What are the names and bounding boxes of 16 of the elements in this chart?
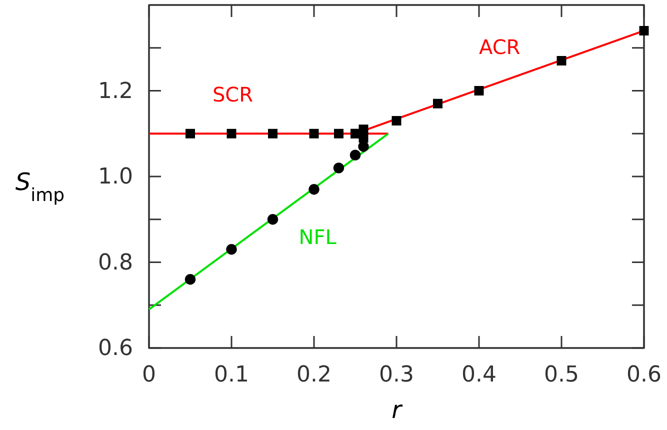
x-tick-label: 0.2	[296, 362, 332, 388]
y-tick-label: 0.6	[98, 336, 133, 362]
x-tick-label: 0	[142, 362, 156, 388]
y-axis-title: S$_{imp}$	[15, 168, 65, 206]
y-tick-label: 1.0	[98, 164, 133, 190]
x-tick-label: 0.3	[379, 362, 414, 388]
series-label: ACR	[479, 35, 520, 60]
series-label: NFL	[298, 224, 338, 249]
x-tick-label: 0.5	[544, 362, 579, 388]
x-tick-label: 0.6	[626, 362, 662, 388]
x-tick-label: 0.4	[462, 362, 496, 388]
y-tick-label: 1.2	[98, 78, 133, 104]
x-axis-title: r	[392, 396, 404, 424]
series-label: SCR	[212, 82, 254, 107]
x-tick-label: 0.1	[214, 362, 249, 388]
y-tick-label: 0.8	[98, 250, 133, 276]
